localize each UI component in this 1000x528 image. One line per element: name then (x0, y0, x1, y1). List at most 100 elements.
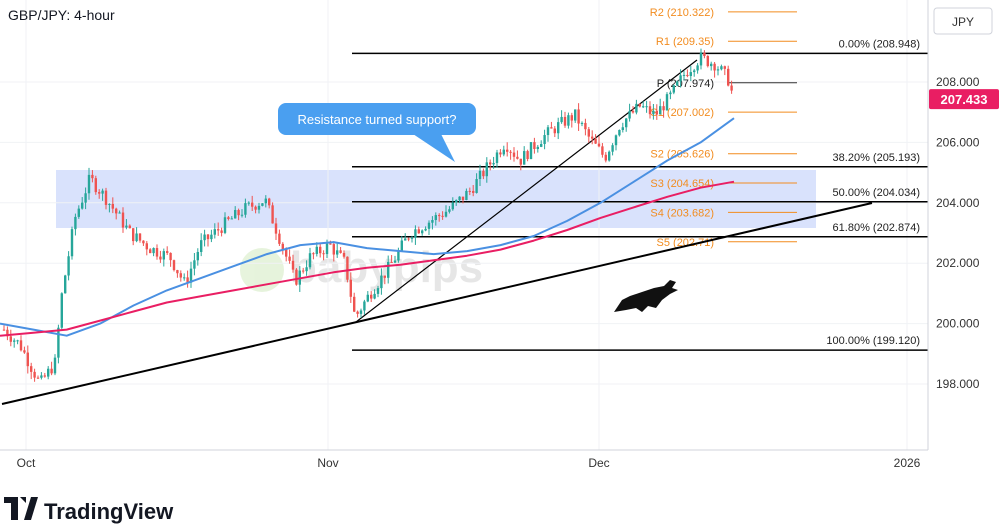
x-tick-label: Dec (588, 456, 609, 470)
candle-body (64, 275, 67, 294)
callout-text: Resistance turned support? (298, 112, 457, 127)
candle-body (631, 110, 635, 113)
candle-body (302, 270, 305, 272)
candle-body (332, 244, 335, 255)
candle-body (465, 190, 468, 200)
candle-body (591, 136, 594, 139)
candle-body (475, 179, 478, 193)
candle-body (706, 56, 709, 67)
candle-body (441, 215, 444, 217)
candle-body (635, 103, 638, 113)
bull-icon (614, 280, 678, 312)
x-tick-label: Oct (17, 456, 36, 470)
candle-body (234, 209, 237, 219)
candle-body (33, 371, 36, 378)
candle-body (152, 248, 155, 254)
candle-body (676, 81, 679, 86)
candle-body (519, 158, 522, 165)
candle-body (366, 294, 369, 302)
candle-body (397, 250, 400, 261)
candle-body (427, 222, 431, 229)
candle-body (570, 115, 573, 121)
candle-body (682, 74, 686, 76)
candle-body (533, 142, 536, 150)
candle-body (329, 243, 332, 245)
candle-body (553, 128, 556, 134)
candle-body (108, 203, 111, 205)
currency-box[interactable] (933, 7, 993, 35)
candle-body (710, 63, 713, 67)
candle-body (642, 106, 645, 108)
candle-body (638, 103, 641, 107)
candle-body (489, 162, 492, 165)
candle-body (115, 208, 118, 214)
candle-body (587, 129, 590, 137)
candle-body (53, 357, 57, 374)
candle-body (9, 336, 12, 342)
candle-body (523, 151, 526, 165)
candle-body (597, 143, 601, 147)
candle-body (713, 63, 716, 71)
candle-body (128, 225, 131, 229)
candle-body (618, 130, 621, 136)
candle-body (169, 252, 172, 261)
pivot-level-label: S5 (202.71) (657, 237, 714, 249)
candle-body (220, 230, 223, 233)
callout-box (278, 103, 476, 135)
candle-body (315, 246, 318, 254)
tradingview-logo-text: TradingView (44, 499, 174, 524)
price-axis: 198.000 200.000 202.000 204.000 206.000 208.0… (936, 75, 980, 391)
candle-body (81, 202, 84, 209)
candle-body (217, 229, 220, 231)
candle-body (414, 229, 417, 238)
currency-label: JPY (952, 15, 974, 29)
candle-body (455, 200, 458, 203)
candle-body (652, 110, 655, 115)
candle-body (196, 251, 199, 261)
candle-body (614, 135, 618, 146)
candle-body (516, 156, 519, 159)
candle-body (648, 106, 652, 115)
y-tick-label: 202.000 (936, 256, 980, 270)
watermark: babypips (240, 243, 483, 292)
candle-body (506, 149, 509, 152)
candle-body (336, 250, 339, 255)
candle-body (118, 212, 121, 214)
candle-body (353, 296, 356, 312)
candle-body (536, 146, 539, 150)
pivot-level-label: R1 (209.35) (656, 36, 714, 48)
candle-body (604, 154, 607, 161)
candle-body (560, 116, 563, 123)
candle-body (60, 293, 63, 328)
candle-body (461, 196, 465, 200)
candle-body (468, 190, 471, 192)
candle-body (356, 311, 359, 314)
candle-body (57, 327, 60, 358)
x-tick-label: 2026 (894, 456, 921, 470)
candle-body (23, 350, 26, 353)
candle-body (176, 270, 179, 274)
candle-body (312, 253, 315, 255)
candle-body (74, 216, 77, 230)
fib-level-label: 50.00% (204.034) (833, 187, 920, 199)
candle-body (271, 205, 274, 224)
candle-body (485, 162, 488, 177)
candle-body (149, 249, 152, 254)
candle-body (98, 192, 101, 194)
candle-body (608, 151, 611, 161)
candle-body (322, 253, 325, 255)
candle-body (611, 145, 614, 152)
pivot-level-label: R2 (210.322) (650, 7, 714, 19)
candle-body (495, 152, 499, 163)
candle-body (400, 240, 403, 251)
candle-body (458, 196, 461, 201)
candle-body (101, 190, 104, 194)
candle-body (383, 275, 386, 278)
tradingview-logo: TradingView (4, 497, 174, 524)
candle-body (529, 142, 533, 160)
candle-body (431, 220, 434, 223)
grid (0, 0, 928, 450)
y-tick-label: 200.000 (936, 317, 980, 331)
candle-body (557, 122, 560, 134)
candle-body (230, 218, 233, 220)
